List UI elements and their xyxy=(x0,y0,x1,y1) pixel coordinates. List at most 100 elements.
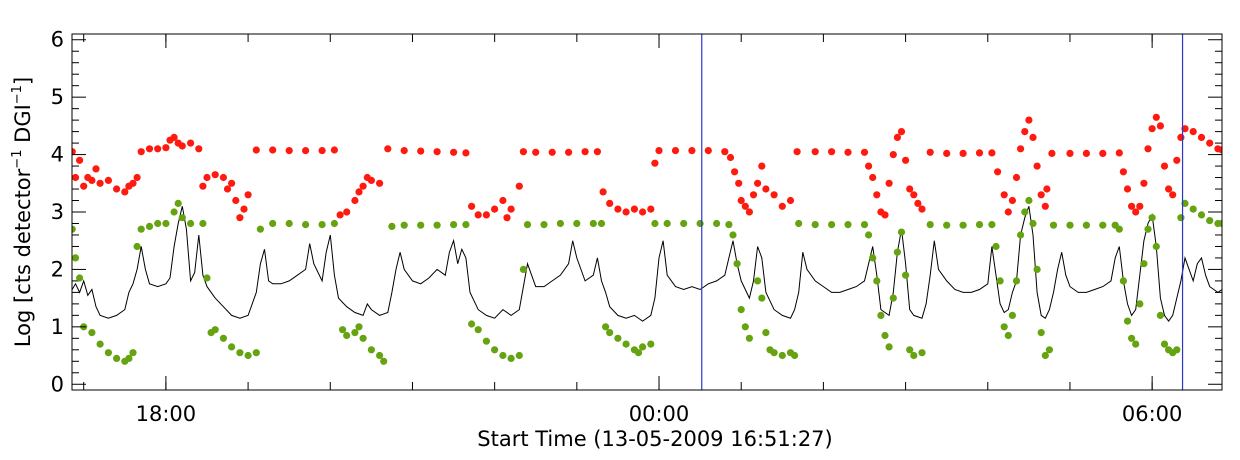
data-point-green xyxy=(1000,323,1008,331)
data-point-green xyxy=(468,320,476,328)
data-point-red xyxy=(129,179,137,187)
data-point-green xyxy=(1181,199,1189,207)
data-point-red xyxy=(1029,133,1037,141)
data-point-green xyxy=(791,351,799,360)
data-point-green xyxy=(881,331,889,340)
data-point-green xyxy=(873,277,881,285)
data-point-red xyxy=(72,173,80,182)
data-point-red xyxy=(593,148,602,156)
data-point-green xyxy=(339,326,347,334)
data-point-green xyxy=(450,221,458,229)
data-point-red xyxy=(384,145,392,153)
data-point-red xyxy=(1160,162,1169,170)
data-point-green xyxy=(754,277,762,285)
series-group-green xyxy=(72,196,1222,365)
data-point-red xyxy=(1181,125,1189,133)
data-point-green xyxy=(72,254,80,262)
data-point-green xyxy=(811,221,819,229)
data-point-red xyxy=(1115,149,1123,157)
data-point-red xyxy=(647,205,655,213)
data-point-red xyxy=(1189,128,1197,136)
data-point-green xyxy=(737,306,745,314)
data-point-red xyxy=(897,128,906,136)
data-point-red xyxy=(1144,145,1152,153)
data-point-green xyxy=(1144,225,1152,233)
data-point-green xyxy=(388,222,396,230)
data-point-green xyxy=(696,219,704,228)
data-point-red xyxy=(482,211,490,219)
data-point-red xyxy=(994,168,1002,176)
data-point-red xyxy=(910,191,918,199)
data-point-red xyxy=(1066,149,1074,157)
data-point-red xyxy=(902,156,910,164)
data-point-green xyxy=(113,354,121,362)
data-point-green xyxy=(462,221,470,229)
data-point-green xyxy=(228,343,236,351)
data-point-red xyxy=(1082,149,1090,157)
data-point-green xyxy=(162,219,170,228)
data-point-red xyxy=(330,146,338,154)
data-point-red xyxy=(162,144,170,152)
data-point-red xyxy=(462,149,470,157)
y-axis-title-part: Log [cts detector xyxy=(11,168,35,347)
data-point-green xyxy=(1029,219,1037,228)
data-point-green xyxy=(523,221,532,229)
data-point-red xyxy=(1119,168,1127,176)
data-point-red xyxy=(519,148,528,156)
data-point-red xyxy=(503,214,511,222)
data-point-red xyxy=(269,146,277,154)
data-point-red xyxy=(104,176,112,184)
data-point-green xyxy=(1206,217,1214,225)
data-point-green xyxy=(733,260,741,268)
data-point-red xyxy=(1048,149,1056,157)
data-point-red xyxy=(1017,145,1025,153)
data-point-green xyxy=(519,265,528,273)
x-tick-label: 06:00 xyxy=(1122,402,1183,426)
data-point-green xyxy=(778,351,786,360)
data-point-red xyxy=(749,191,758,199)
data-point-green xyxy=(355,323,363,331)
data-point-red xyxy=(599,188,607,196)
series-group-red xyxy=(72,113,1222,222)
data-point-green xyxy=(663,219,671,228)
data-point-green xyxy=(1008,311,1017,319)
data-point-red xyxy=(96,179,104,187)
data-point-red xyxy=(1021,128,1029,136)
data-point-red xyxy=(219,173,227,182)
data-point-red xyxy=(881,211,889,219)
data-point-red xyxy=(203,173,211,182)
vertical-marker-layer xyxy=(701,34,1184,390)
data-point-red xyxy=(236,214,244,222)
y-axis-title-part: ] xyxy=(11,77,35,85)
data-point-green xyxy=(1017,231,1025,239)
data-point-green xyxy=(844,221,852,229)
data-point-green xyxy=(96,340,104,348)
data-point-red xyxy=(491,205,499,213)
data-point-red xyxy=(1008,196,1017,205)
series-line-black xyxy=(72,206,1222,322)
data-point-red xyxy=(113,185,121,193)
data-point-red xyxy=(655,147,663,155)
data-point-red xyxy=(1197,133,1206,141)
data-point-red xyxy=(581,148,589,156)
data-point-red xyxy=(88,176,96,184)
data-point-red xyxy=(507,205,515,213)
data-point-green xyxy=(154,219,162,228)
data-point-red xyxy=(195,145,203,153)
data-point-red xyxy=(606,199,614,207)
data-point-green xyxy=(943,221,951,229)
data-point-green xyxy=(380,357,388,365)
data-point-green xyxy=(137,225,145,233)
data-point-red xyxy=(1099,149,1107,157)
data-point-green xyxy=(1025,196,1033,205)
data-point-green xyxy=(269,219,277,228)
data-point-red xyxy=(731,168,739,176)
data-point-green xyxy=(597,219,606,228)
data-point-red xyxy=(187,139,195,147)
data-point-red xyxy=(565,148,573,156)
data-point-red xyxy=(918,205,926,213)
data-point-red xyxy=(92,165,100,173)
data-point-red xyxy=(515,182,523,190)
data-point-red xyxy=(355,188,363,196)
